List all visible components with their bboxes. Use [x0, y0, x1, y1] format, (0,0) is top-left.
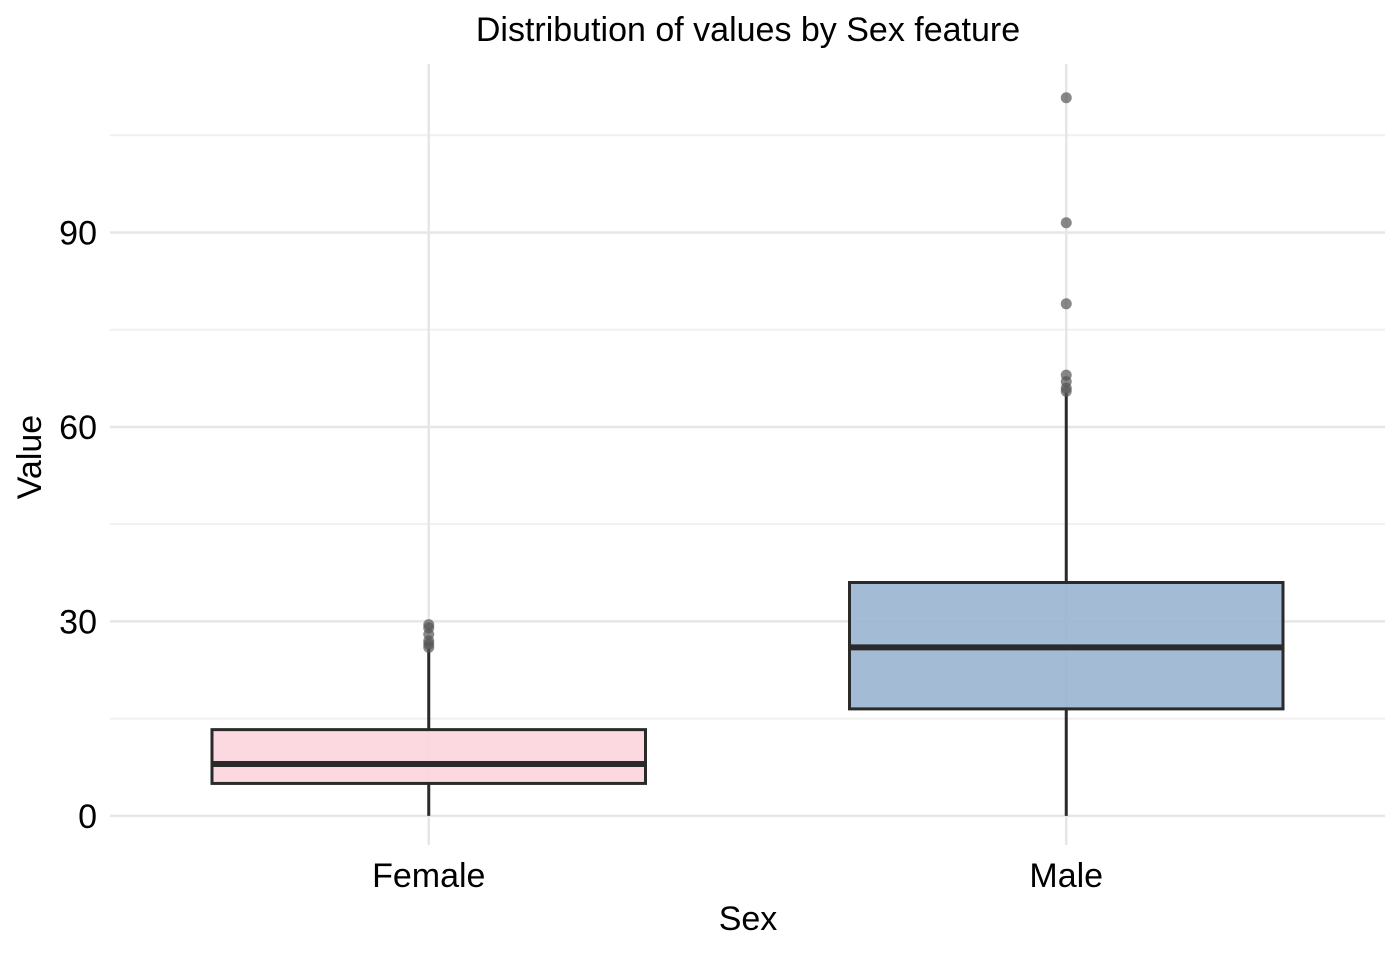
- outlier-point: [1060, 298, 1072, 310]
- outlier-point: [423, 619, 435, 631]
- chart-title: Distribution of values by Sex feature: [476, 11, 1020, 49]
- box-male: [848, 92, 1285, 816]
- y-tick-label: 0: [78, 798, 97, 836]
- y-tick-label: 60: [59, 409, 97, 447]
- x-axis-title: Sex: [719, 900, 778, 938]
- label-layer: 0 30 60 90 Female Male: [59, 215, 1103, 895]
- outlier-point: [1060, 217, 1072, 229]
- outlier-point: [1060, 369, 1072, 381]
- iqr-box: [210, 728, 647, 785]
- box-layer: [210, 92, 1285, 816]
- y-axis-title: Value: [11, 415, 49, 499]
- grid-layer: [110, 64, 1385, 845]
- y-tick-label: 90: [59, 215, 97, 253]
- outlier-point: [1060, 92, 1072, 104]
- y-tick-label: 30: [59, 603, 97, 641]
- x-tick-label: Male: [1029, 857, 1103, 895]
- box-female: [210, 619, 647, 816]
- x-tick-label: Female: [372, 857, 485, 895]
